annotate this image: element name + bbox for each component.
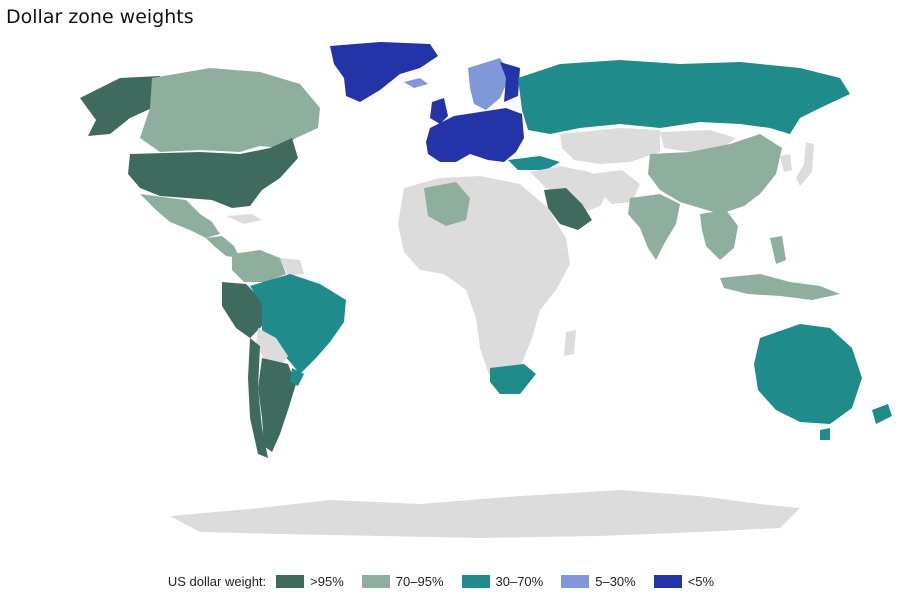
finland: [500, 62, 520, 102]
greenland: [330, 42, 438, 102]
philippines: [770, 236, 786, 264]
legend-item-70-95: 70–95%: [361, 574, 444, 589]
legend-label: <5%: [687, 574, 715, 589]
legend-swatch: [653, 575, 682, 588]
legend-item-30-70: 30–70%: [461, 574, 544, 589]
south-africa: [490, 364, 536, 394]
saudi-arabia: [544, 188, 592, 230]
legend-label: >95%: [310, 574, 344, 589]
legend-label: 70–95%: [395, 574, 444, 589]
central-america: [206, 236, 240, 258]
indonesia: [720, 274, 840, 300]
mexico: [140, 194, 220, 238]
legend-item-5-30: 5–30%: [561, 574, 636, 589]
peru-ecuador: [222, 282, 262, 338]
australia: [754, 324, 862, 424]
antarctica: [170, 490, 800, 538]
korea: [780, 154, 792, 172]
argentina: [258, 358, 296, 452]
madagascar: [564, 330, 576, 356]
mongolia: [660, 130, 736, 152]
world-map-svg: [0, 38, 900, 570]
legend-swatch: [361, 575, 390, 588]
algeria: [424, 182, 470, 226]
africa: [398, 176, 570, 382]
china: [648, 134, 782, 214]
tasmania: [820, 428, 830, 440]
legend-item-lt5: <5%: [653, 574, 715, 589]
caribbean: [226, 214, 262, 224]
europe: [426, 108, 524, 162]
middle-east: [530, 166, 610, 214]
brazil: [250, 274, 346, 374]
guianas: [280, 258, 304, 276]
legend-title: US dollar weight:: [167, 574, 267, 589]
legend-label: 5–30%: [595, 574, 636, 589]
central-asia: [560, 128, 660, 164]
legend-item-gt95: >95%: [276, 574, 344, 589]
uk-ireland: [430, 98, 448, 124]
iran: [590, 170, 640, 204]
india: [628, 194, 680, 260]
alaska: [80, 76, 160, 136]
scandinavia: [468, 58, 510, 110]
legend-label: 30–70%: [495, 574, 544, 589]
southeast-asia: [700, 210, 738, 260]
map-title: Dollar zone weights: [6, 6, 194, 28]
legend-swatch: [461, 575, 490, 588]
legend-swatch: [561, 575, 590, 588]
new-zealand: [872, 404, 892, 424]
legend-swatch: [276, 575, 305, 588]
turkey: [508, 156, 560, 170]
legend: US dollar weight: >95% 70–95% 30–70% 5–3…: [0, 574, 900, 589]
canada: [140, 68, 320, 152]
bolivia-paraguay: [256, 328, 288, 368]
iceland: [404, 78, 428, 88]
chile: [248, 338, 268, 458]
uruguay: [290, 368, 304, 386]
russia: [518, 60, 850, 134]
colombia-venezuela: [232, 250, 286, 282]
world-map: [0, 38, 900, 570]
japan: [796, 142, 814, 186]
united-states: [128, 138, 298, 208]
